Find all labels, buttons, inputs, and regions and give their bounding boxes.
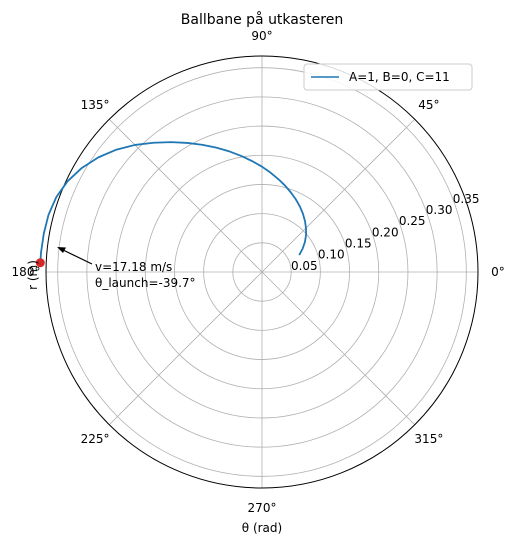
r-tick-label-6: 0.35 [453,192,480,206]
theta-grid-line-5 [108,271,263,426]
theta-tick-label-4: 180° [12,265,41,279]
end-point-marker [35,258,45,268]
theta-tick-label-7: 315° [414,432,443,446]
annotation-arrow [58,247,93,265]
theta-grid-line-7 [261,271,416,426]
theta-tick-label-1: 45° [418,98,439,112]
annotation-line-1: v=17.18 m/s [95,260,172,274]
r-tick-label-3: 0.20 [372,225,399,239]
r-tick-label-5: 0.30 [426,203,453,217]
theta-tick-label-3: 135° [81,98,110,112]
legend-box [303,63,473,91]
theta-tick-label-6: 270° [248,501,277,515]
x-axis-label: θ (rad) [242,521,282,535]
theta-tick-labels: 0° 45° 90° 135° 180° 225° 270° 315° [12,29,505,515]
annotation-line-2: θ_launch=-39.7° [95,276,196,290]
annotation-arrowhead [57,247,66,253]
r-tick-labels: 0.050.100.150.200.250.300.35 [291,192,480,273]
series-layer [35,141,307,268]
legend-label: A=1, B=0, C=11 [349,70,450,84]
r-tick-label-0: 0.05 [291,259,318,273]
y-axis-label: r (m) [26,260,40,290]
theta-tick-label-2: 90° [251,29,272,43]
r-tick-label-2: 0.15 [345,236,372,250]
legend: A=1, B=0, C=11 [303,63,473,91]
polar-outline [45,55,479,489]
chart-title: Ballbane på utkasteren [181,11,343,28]
polar-grid [46,56,478,488]
theta-grid-line-1 [261,118,416,273]
r-tick-label-4: 0.25 [399,214,426,228]
theta-tick-label-0: 0° [491,265,505,279]
annotation: v=17.18 m/s θ_launch=-39.7° [57,247,196,290]
series-line-0 [39,141,307,263]
r-tick-label-1: 0.10 [318,248,345,262]
theta-tick-label-5: 225° [81,432,110,446]
